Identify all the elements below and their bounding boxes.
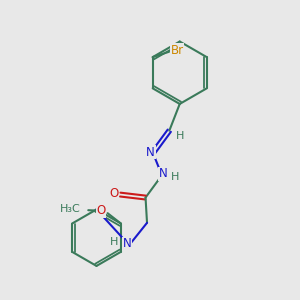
Text: N: N [159,167,168,180]
Text: N: N [146,146,155,159]
Text: N: N [123,237,131,250]
Text: H: H [110,236,118,247]
Text: O: O [109,187,119,200]
Text: H: H [171,172,179,182]
Text: Br: Br [170,44,184,57]
Text: O: O [96,204,106,217]
Text: H: H [176,131,184,141]
Text: H₃C: H₃C [60,204,81,214]
